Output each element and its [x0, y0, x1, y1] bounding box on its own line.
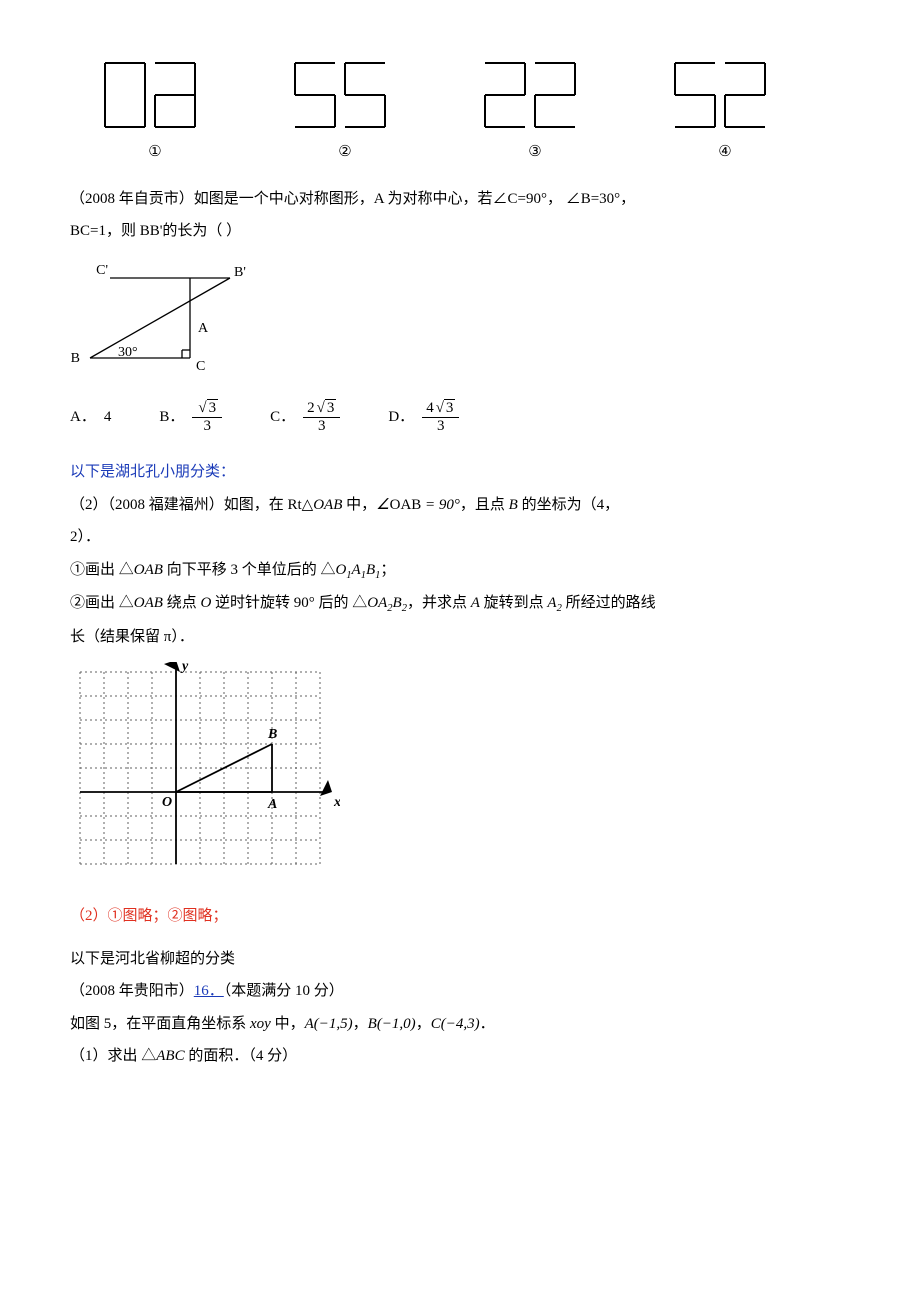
fz-s2oab: OAB	[134, 595, 163, 611]
fz-s1c: ；	[380, 562, 395, 578]
fz-l1a: （2）（2008 福建福州）如图，在 Rt△	[70, 497, 313, 513]
gy-l2b: 中，	[271, 1016, 305, 1032]
fz-s2A2: A2	[547, 595, 561, 611]
zigong-text-1: （2008 年自贡市）如图是一个中心对称图形，A 为对称中心，若∠C=90°， …	[70, 185, 850, 214]
guiyang-line3: （1）求出 △ABC 的面积．（4 分）	[70, 1042, 850, 1071]
fuzhou-step2: ②画出 △OAB 绕点 O 逆时针旋转 90° 后的 △OA2B2，并求点 A …	[70, 589, 850, 619]
fz-s2a: ②画出 △	[70, 595, 134, 611]
svg-text:B: B	[267, 727, 277, 742]
zigong-options: A． 4 B． √3 3 C． 2√3 3 D． 4√3 3	[70, 400, 850, 434]
svg-text:B: B	[71, 351, 80, 366]
fz-s1a: ①画出 △	[70, 562, 134, 578]
svg-text:30°: 30°	[118, 345, 138, 360]
svg-text:y: y	[180, 662, 189, 674]
digit-55	[290, 60, 400, 130]
fz-s2c: 逆时针旋转 90° 后的 △	[211, 595, 367, 611]
digit-22	[480, 60, 590, 130]
option-c: C． 2√3 3	[270, 400, 340, 434]
digit-label-1: ①	[100, 138, 210, 167]
fz-s1b: 向下平移 3 个单位后的 △	[163, 562, 336, 578]
fz-s1tri: O1A1B1	[335, 562, 380, 578]
gy-l1a: （2008 年贵阳市）	[70, 983, 194, 999]
gy-xoy: xoy	[250, 1016, 271, 1032]
option-d-prefix: D．	[388, 403, 414, 432]
option-a: A． 4	[70, 403, 111, 432]
guiyang-link[interactable]: 16．	[194, 983, 224, 999]
fz-angle: ∠OAB = 90°	[376, 497, 460, 513]
digit-96	[100, 60, 210, 130]
gy-l3a: （1）求出 △	[70, 1048, 156, 1064]
svg-text:C': C'	[96, 263, 108, 278]
zigong-figure: B C A C' B' 30°	[70, 258, 850, 389]
option-b: B． √3 3	[159, 400, 222, 434]
gy-B: B(−1,0)	[368, 1016, 416, 1032]
gy-A: A(−1,5)	[305, 1016, 353, 1032]
fz-s2d: ，并求点	[407, 595, 471, 611]
gy-l3b: 的面积．（4 分）	[185, 1048, 298, 1064]
fz-s2tri: OA2B2	[367, 595, 407, 611]
fz-s2O: O	[200, 595, 211, 611]
gy-l2e: ．	[480, 1016, 495, 1032]
section-hubei: 以下是湖北孔小朋分类：	[70, 458, 850, 487]
zigong-text-2: BC=1，则 BB'的长为（ ）	[70, 217, 850, 246]
option-a-value: 4	[104, 403, 112, 432]
gy-l1b: （本题满分 10 分）	[224, 983, 344, 999]
fz-oab: OAB	[313, 497, 342, 513]
fz-l1b: 中，	[342, 497, 376, 513]
fz-s2f: 所经过的路线	[562, 595, 656, 611]
digit-52	[670, 60, 780, 130]
svg-text:A: A	[198, 321, 209, 336]
option-c-prefix: C．	[270, 403, 295, 432]
digit-label-4: ④	[670, 138, 780, 167]
svg-text:x: x	[333, 795, 340, 810]
digit-labels: ① ② ③ ④	[100, 138, 850, 167]
option-a-prefix: A．	[70, 403, 96, 432]
gy-abc: ABC	[156, 1048, 184, 1064]
fuzhou-step1: ①画出 △OAB 向下平移 3 个单位后的 △O1A1B1；	[70, 556, 850, 586]
option-b-prefix: B．	[159, 403, 184, 432]
gy-l2d: ，	[416, 1016, 431, 1032]
digit-label-3: ③	[480, 138, 590, 167]
guiyang-line1: （2008 年贵阳市）16．（本题满分 10 分）	[70, 977, 850, 1006]
gy-C: C(−4,3)	[431, 1016, 480, 1032]
section-hebei: 以下是河北省柳超的分类	[70, 945, 850, 974]
fz-s2e: 旋转到点	[480, 595, 548, 611]
fuzhou-line1: （2）（2008 福建福州）如图，在 Rt△OAB 中，∠OAB = 90°，且…	[70, 491, 850, 520]
gy-l2a: 如图 5，在平面直角坐标系	[70, 1016, 250, 1032]
fuzhou-grid: y x O A B	[70, 662, 850, 893]
fuzhou-answer: （2）①图略；②图略；	[70, 902, 850, 931]
fuzhou-step2-line2: 长（结果保留 π）．	[70, 623, 850, 652]
fz-B: B	[509, 497, 518, 513]
gy-l2c: ，	[353, 1016, 368, 1032]
option-d: D． 4√3 3	[388, 400, 459, 434]
guiyang-line2: 如图 5，在平面直角坐标系 xoy 中，A(−1,5)，B(−1,0)，C(−4…	[70, 1010, 850, 1039]
fuzhou-line1e: 2）．	[70, 523, 850, 552]
fz-l1c: ，且点	[460, 497, 509, 513]
fz-s2b: 绕点	[163, 595, 201, 611]
svg-text:C: C	[196, 359, 205, 374]
digit-figures	[100, 60, 850, 130]
svg-text:A: A	[267, 797, 277, 812]
svg-text:B': B'	[234, 265, 246, 280]
fz-l1d: 的坐标为（4，	[518, 497, 619, 513]
digit-label-2: ②	[290, 138, 400, 167]
fz-s2A: A	[471, 595, 480, 611]
fz-s1oab: OAB	[134, 562, 163, 578]
svg-text:O: O	[162, 795, 172, 810]
